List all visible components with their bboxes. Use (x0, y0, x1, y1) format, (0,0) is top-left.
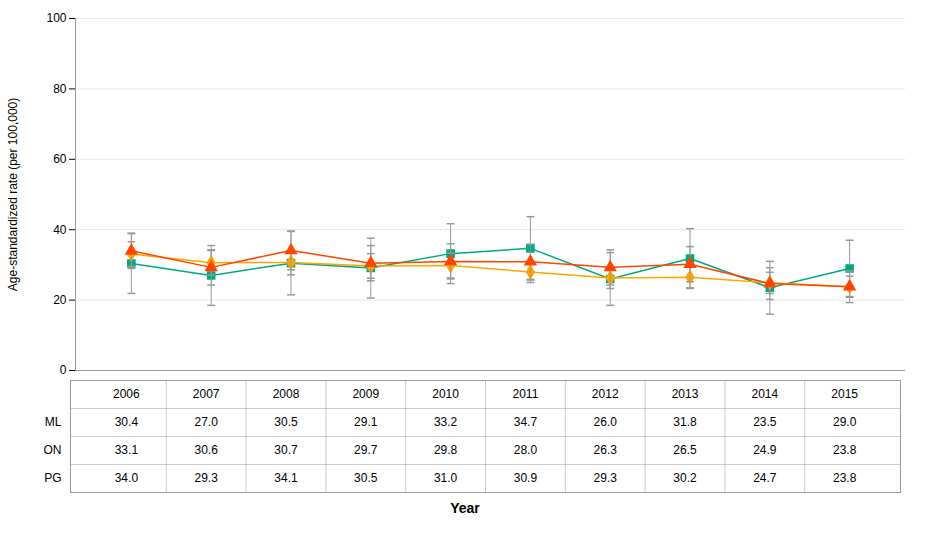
svg-text:2013: 2013 (672, 387, 699, 401)
svg-text:2012: 2012 (592, 387, 619, 401)
svg-text:60: 60 (53, 152, 67, 166)
svg-text:29.8: 29.8 (434, 443, 458, 457)
svg-text:0: 0 (60, 363, 67, 376)
svg-text:31.0: 31.0 (434, 471, 458, 485)
svg-text:2007: 2007 (193, 387, 220, 401)
svg-text:2006: 2006 (113, 387, 140, 401)
svg-text:34.0: 34.0 (115, 471, 139, 485)
svg-text:2014: 2014 (751, 387, 778, 401)
svg-text:26.3: 26.3 (594, 443, 618, 457)
svg-text:24.9: 24.9 (753, 443, 777, 457)
svg-text:PG: PG (44, 471, 61, 485)
svg-text:40: 40 (53, 223, 67, 237)
svg-text:20: 20 (53, 293, 67, 307)
svg-text:2008: 2008 (273, 387, 300, 401)
svg-text:29.3: 29.3 (594, 471, 618, 485)
svg-text:33.2: 33.2 (434, 415, 458, 429)
svg-text:30.4: 30.4 (115, 415, 139, 429)
html-text:Year: Year (450, 500, 480, 516)
svg-text:29.3: 29.3 (194, 471, 218, 485)
svg-text:ON: ON (44, 443, 62, 457)
svg-text:30.5: 30.5 (354, 471, 378, 485)
svg-text:80: 80 (53, 82, 67, 96)
svg-text:34.1: 34.1 (274, 471, 298, 485)
svg-text:29.1: 29.1 (354, 415, 378, 429)
svg-text:26.5: 26.5 (673, 443, 697, 457)
svg-text:26.0: 26.0 (594, 415, 618, 429)
svg-text:30.9: 30.9 (514, 471, 538, 485)
svg-text:34.7: 34.7 (514, 415, 538, 429)
svg-text:24.7: 24.7 (753, 471, 777, 485)
svg-text:27.0: 27.0 (194, 415, 218, 429)
svg-text:2015: 2015 (831, 387, 858, 401)
svg-text:30.2: 30.2 (673, 471, 697, 485)
svg-text:30.7: 30.7 (274, 443, 298, 457)
svg-text:2011: 2011 (512, 387, 538, 401)
svg-text:23.5: 23.5 (753, 415, 777, 429)
svg-text:ML: ML (45, 415, 62, 429)
svg-text:30.6: 30.6 (194, 443, 218, 457)
svg-text:100: 100 (46, 11, 66, 25)
svg-text:33.1: 33.1 (115, 443, 139, 457)
svg-text:23.8: 23.8 (833, 443, 857, 457)
svg-text:28.0: 28.0 (514, 443, 538, 457)
svg-text:30.5: 30.5 (274, 415, 298, 429)
svg-text:31.8: 31.8 (673, 415, 697, 429)
svg-text:29.0: 29.0 (833, 415, 857, 429)
svg-text:2009: 2009 (352, 387, 379, 401)
svg-text:2010: 2010 (432, 387, 459, 401)
svg-text:23.8: 23.8 (833, 471, 857, 485)
svg-text:Age-standardized rate (per 100: Age-standardized rate (per 100,000) (6, 98, 20, 291)
svg-text:29.7: 29.7 (354, 443, 378, 457)
